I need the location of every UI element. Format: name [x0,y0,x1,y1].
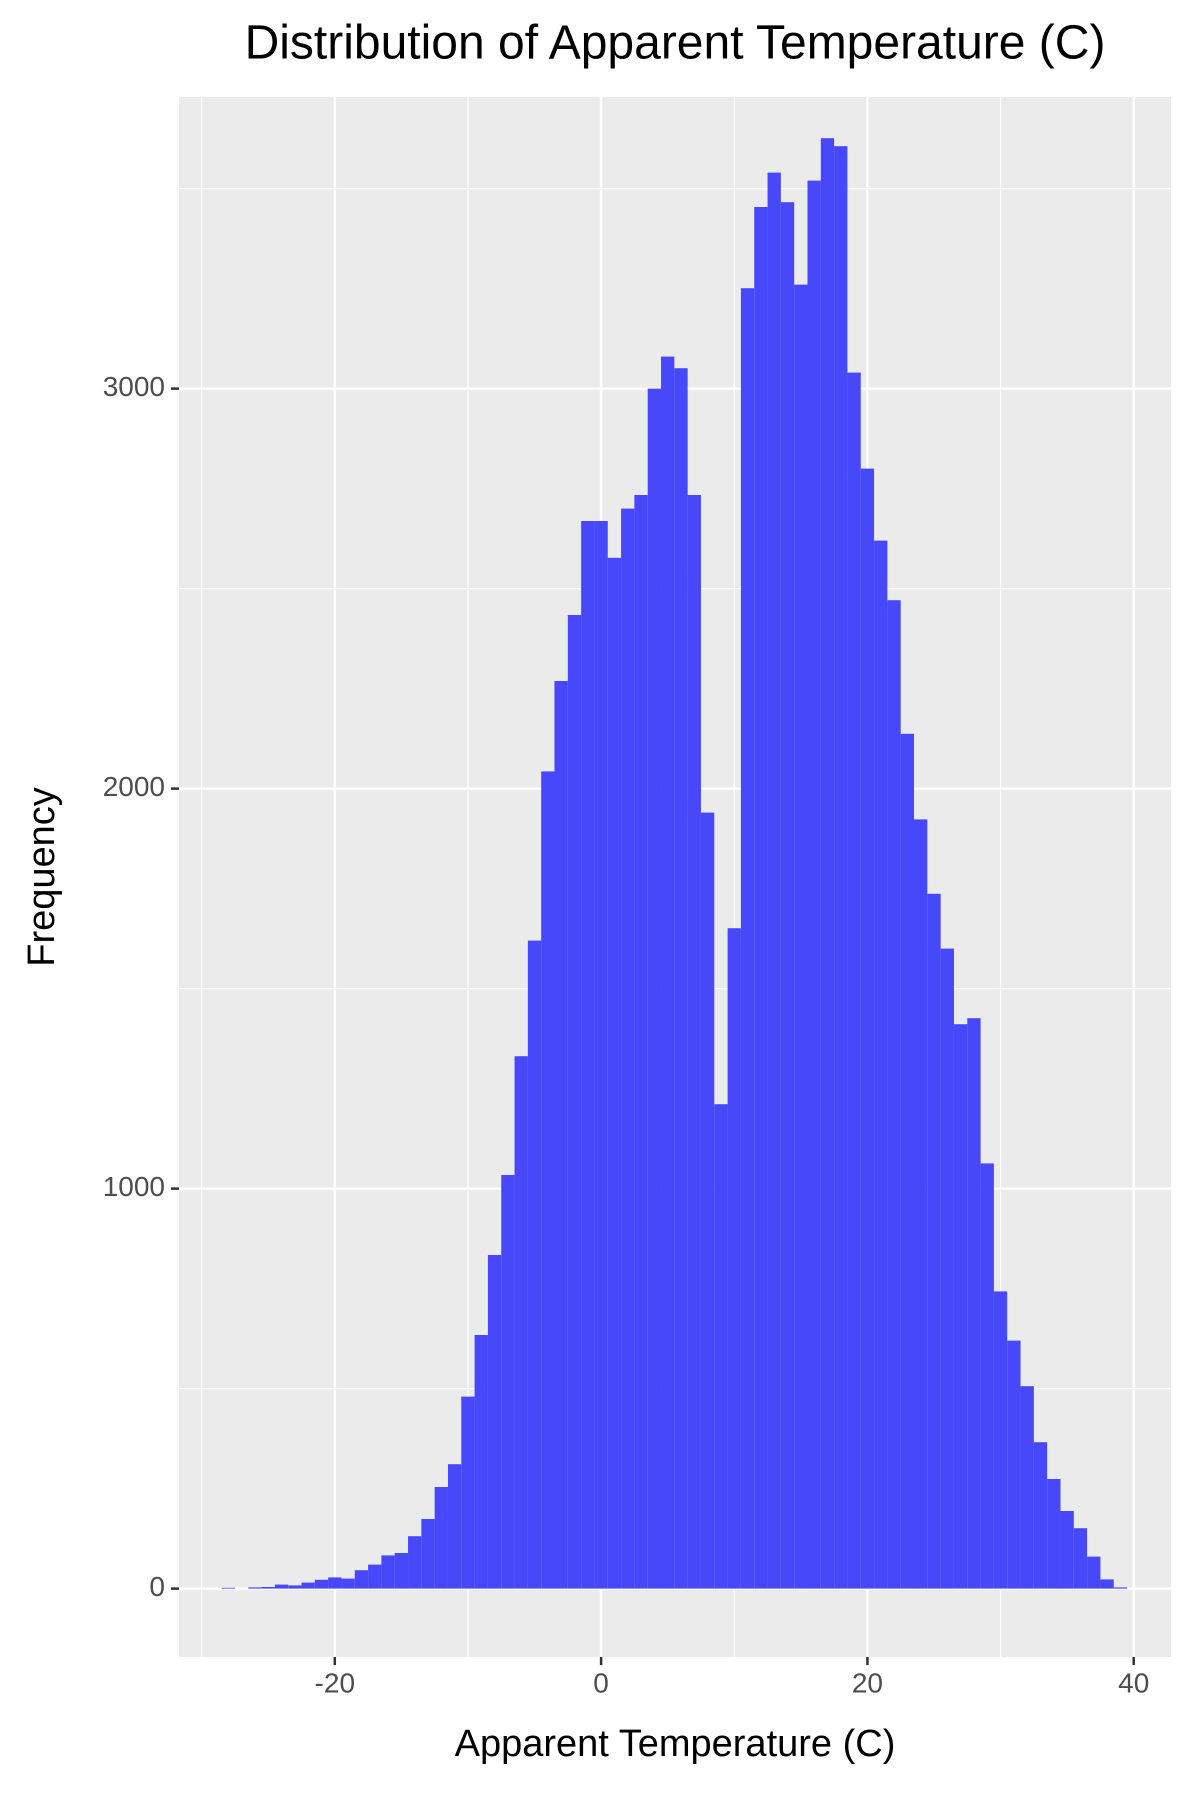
bar [714,1104,728,1589]
bar [1073,1528,1088,1589]
bar [408,1536,422,1589]
bar [274,1584,289,1589]
bar [967,1018,981,1589]
y-tick-label: 3000 [103,371,165,402]
bar [581,521,595,1589]
x-axis-title: Apparent Temperature (C) [455,1723,896,1765]
bar [487,1255,502,1589]
bar [887,600,901,1589]
bar [794,284,808,1589]
bar [607,557,622,1589]
bar [354,1570,369,1589]
bar [847,372,861,1589]
bar [754,207,768,1589]
bar [807,180,821,1589]
bar [368,1564,382,1589]
bar [740,288,755,1589]
bar [767,172,781,1589]
bar [1033,1442,1048,1589]
bar [421,1519,435,1589]
bar [501,1175,515,1589]
bar [780,202,795,1589]
bar [900,733,915,1589]
bar [634,495,648,1589]
bar [1060,1511,1074,1589]
bar [914,819,928,1589]
bar [980,1163,994,1589]
bar [567,615,582,1589]
bar [834,146,848,1589]
bar [328,1577,342,1589]
bar [927,893,941,1589]
bar [261,1587,275,1589]
bar [461,1396,475,1589]
bar [554,681,568,1589]
x-tick-label: -20 [315,1667,355,1698]
bar [820,138,835,1589]
x-tick-label: 20 [852,1667,883,1698]
bar [474,1335,488,1589]
bar [314,1579,329,1589]
bar [874,540,888,1589]
y-tick-label: 1000 [103,1171,165,1202]
bar [953,1024,968,1589]
bar [434,1487,448,1589]
bar [700,812,715,1589]
y-tick-label: 0 [149,1571,165,1602]
bar [541,771,555,1589]
chart-title: Distribution of Apparent Temperature (C) [245,17,1106,70]
bar [687,495,701,1589]
bar [288,1585,302,1589]
bar [647,388,662,1589]
x-tick-label: 0 [593,1667,609,1698]
bar [394,1553,409,1589]
bar [674,368,688,1589]
bar [221,1587,235,1589]
bar [1113,1587,1128,1589]
bar [1087,1556,1101,1589]
bar [860,468,875,1589]
bar [621,508,635,1589]
bar [727,928,741,1589]
bar [594,521,608,1589]
bar [661,356,675,1589]
y-axis-title: Frequency [21,787,63,967]
y-tick-label: 2000 [103,771,165,802]
bar [514,1056,528,1589]
bar [993,1291,1008,1589]
bar [1007,1340,1021,1589]
bar [301,1582,315,1589]
bar [381,1555,395,1589]
x-tick-label: 40 [1118,1667,1149,1698]
bar [447,1464,462,1589]
bar [940,948,954,1589]
bar [341,1578,355,1589]
bar [1020,1386,1034,1589]
bar [248,1587,262,1589]
bar [527,940,542,1589]
bar [1047,1479,1061,1589]
bar [1100,1579,1114,1589]
